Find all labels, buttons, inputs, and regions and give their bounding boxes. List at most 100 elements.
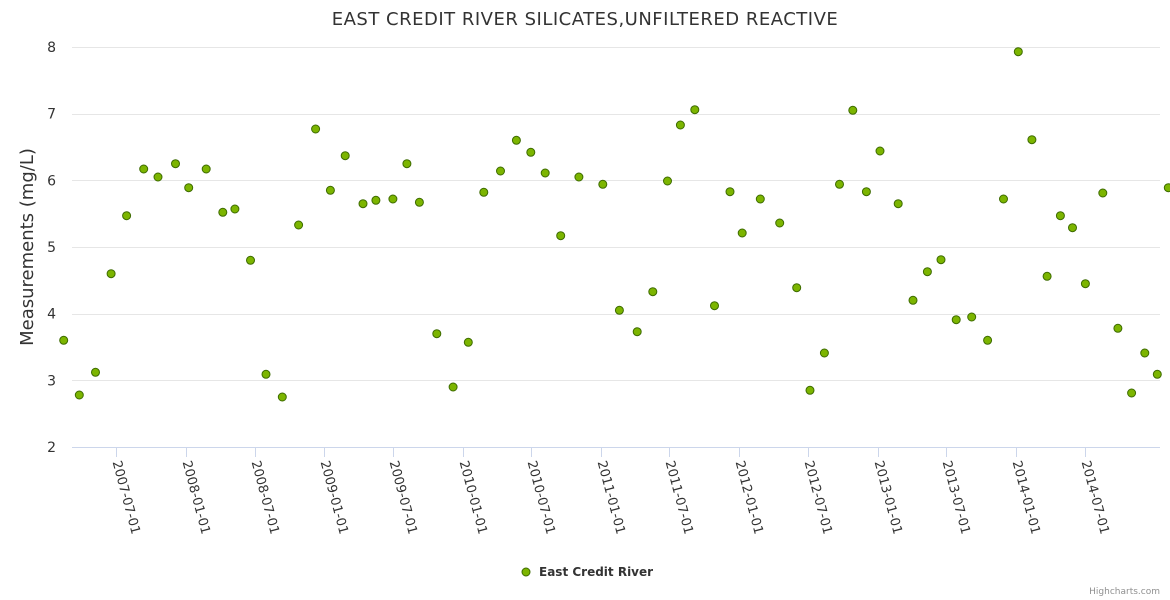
x-tick-label: 2010-07-01: [524, 459, 558, 536]
data-point[interactable]: [277, 392, 287, 402]
data-point[interactable]: [999, 194, 1008, 204]
data-point[interactable]: [848, 105, 858, 115]
data-point[interactable]: [556, 231, 566, 241]
x-tick-label: 2011-01-01: [594, 459, 628, 536]
data-point[interactable]: [184, 183, 194, 193]
data-point[interactable]: [725, 187, 735, 197]
data-point[interactable]: [463, 337, 473, 347]
data-point[interactable]: [893, 199, 903, 209]
data-point[interactable]: [936, 255, 946, 265]
data-point[interactable]: [246, 255, 255, 265]
data-point[interactable]: [311, 124, 321, 134]
data-point[interactable]: [402, 159, 412, 169]
legend[interactable]: East Credit River: [521, 565, 653, 579]
data-point[interactable]: [414, 197, 424, 207]
grid-lines: [72, 47, 1160, 381]
x-axis-ticks: 2007-07-01 2008-01-01 2008-07-01 2009-01-01…: [109, 447, 1112, 536]
data-point[interactable]: [540, 168, 550, 178]
data-point[interactable]: [230, 204, 240, 214]
data-point[interactable]: [737, 228, 747, 238]
data-point[interactable]: [648, 287, 658, 297]
data-point[interactable]: [710, 301, 719, 311]
data-point[interactable]: [951, 315, 961, 325]
x-tick-label: 2009-01-01: [317, 459, 351, 536]
x-tick-label: 2009-07-01: [386, 459, 420, 536]
legend-marker: [521, 567, 531, 577]
data-point[interactable]: [171, 159, 180, 169]
data-point[interactable]: [1027, 135, 1037, 145]
data-point[interactable]: [59, 335, 69, 345]
data-point[interactable]: [261, 369, 271, 379]
data-point[interactable]: [1098, 188, 1108, 198]
data-point[interactable]: [1055, 211, 1065, 221]
data-point[interactable]: [74, 390, 84, 400]
x-tick-label: 2011-07-01: [662, 459, 696, 536]
data-point[interactable]: [775, 218, 785, 228]
x-tick-label: 2014-01-01: [1009, 459, 1043, 536]
data-point[interactable]: [1152, 369, 1162, 379]
data-point[interactable]: [861, 187, 871, 197]
data-point[interactable]: [805, 385, 815, 395]
y-axis-ticks: 2 3 4 5 6 7 8: [47, 40, 56, 456]
y-tick-label: 7: [47, 107, 56, 123]
data-point[interactable]: [675, 120, 685, 130]
data-point[interactable]: [835, 179, 844, 189]
data-point[interactable]: [201, 164, 211, 174]
credits-link[interactable]: Highcharts.com: [1089, 587, 1160, 597]
data-point[interactable]: [371, 195, 381, 205]
data-point[interactable]: [511, 135, 521, 145]
data-point[interactable]: [792, 283, 802, 293]
data-point[interactable]: [632, 327, 642, 337]
y-tick-label: 8: [47, 40, 56, 56]
data-point[interactable]: [922, 267, 932, 277]
data-point[interactable]: [875, 146, 885, 156]
data-point[interactable]: [908, 295, 918, 305]
data-point[interactable]: [819, 348, 829, 358]
data-point[interactable]: [526, 147, 536, 157]
data-point[interactable]: [106, 269, 116, 279]
x-tick-label: 2008-07-01: [248, 459, 282, 536]
data-point[interactable]: [614, 305, 624, 315]
legend-label: East Credit River: [539, 565, 653, 579]
data-point[interactable]: [340, 151, 350, 161]
data-point[interactable]: [663, 176, 672, 186]
x-tick-label: 2010-01-01: [456, 459, 490, 536]
data-point[interactable]: [1042, 271, 1052, 281]
data-point[interactable]: [325, 185, 335, 195]
data-point[interactable]: [983, 335, 993, 345]
data-point[interactable]: [388, 194, 398, 204]
x-tick-label: 2014-07-01: [1078, 459, 1112, 536]
chart-title: EAST CREDIT RIVER SILICATES,UNFILTERED R…: [332, 9, 839, 30]
x-tick-label: 2012-07-01: [801, 459, 835, 536]
data-point[interactable]: [1068, 223, 1077, 233]
data-point[interactable]: [598, 179, 608, 189]
x-tick-label: 2008-01-01: [179, 459, 213, 536]
data-point[interactable]: [139, 164, 149, 174]
data-point[interactable]: [967, 312, 977, 322]
data-point[interactable]: [432, 329, 442, 339]
data-point[interactable]: [218, 207, 228, 217]
data-point[interactable]: [122, 211, 132, 221]
data-point[interactable]: [1013, 47, 1023, 57]
data-point[interactable]: [755, 194, 765, 204]
x-tick-label: 2012-01-01: [732, 459, 766, 536]
y-tick-label: 4: [47, 307, 56, 323]
y-tick-label: 6: [47, 173, 56, 189]
data-point[interactable]: [358, 199, 368, 209]
data-point[interactable]: [690, 105, 700, 115]
x-tick-label: 2013-01-01: [871, 459, 905, 536]
data-points: [59, 47, 1170, 402]
data-point[interactable]: [1113, 323, 1123, 333]
data-point[interactable]: [1140, 348, 1150, 358]
data-point[interactable]: [153, 172, 163, 182]
data-point[interactable]: [574, 172, 584, 182]
data-point[interactable]: [1127, 388, 1137, 398]
data-point[interactable]: [91, 367, 100, 377]
data-point[interactable]: [448, 382, 458, 392]
data-point[interactable]: [294, 220, 304, 230]
data-point[interactable]: [1163, 183, 1170, 193]
data-point[interactable]: [479, 187, 489, 197]
data-point[interactable]: [1080, 279, 1090, 289]
data-point[interactable]: [496, 166, 505, 176]
